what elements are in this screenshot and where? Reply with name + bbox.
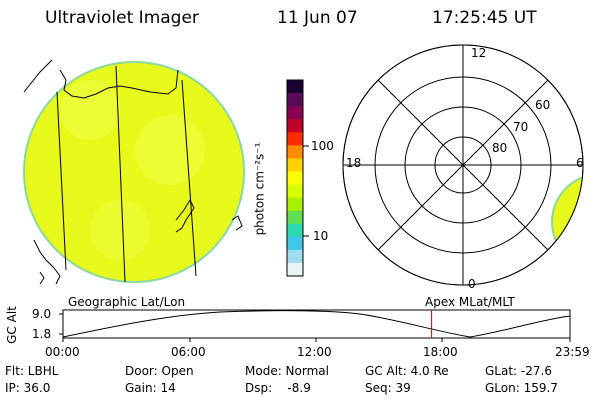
colorbar-segment <box>287 171 303 186</box>
coastline <box>231 215 243 231</box>
timeline-right-title: Apex MLat/MLT <box>425 295 515 309</box>
colorbar-segment <box>287 80 303 94</box>
coastline <box>33 239 61 285</box>
timeline-frame <box>62 309 571 339</box>
mlt-label-0: 0 <box>468 277 476 291</box>
coastline <box>59 69 179 99</box>
coastline <box>175 198 195 233</box>
lon-lines <box>56 65 197 283</box>
timeline-y-top: 9.0 <box>32 307 52 321</box>
colorbar-segment <box>287 184 303 199</box>
colorbar-segment <box>287 106 303 120</box>
colorbar-segment <box>287 262 303 277</box>
timeline-tick-label: 23:59 <box>555 345 590 359</box>
colorbar-segment <box>287 119 303 133</box>
lat-label-80: 80 <box>492 141 508 155</box>
polar-outline <box>342 44 584 286</box>
door-status: Door: Open <box>125 364 194 378</box>
app-title: Ultraviolet Imager <box>45 8 199 28</box>
timeline-tick-label: 12:00 <box>297 345 332 359</box>
ip-status: IP: 36.0 <box>5 381 51 395</box>
lon-line <box>181 79 197 277</box>
mlt-label-6: 6 <box>576 156 584 170</box>
dsp-status: Dsp: -8.9 <box>245 381 311 395</box>
timeline-panel <box>59 309 571 342</box>
colorbar-segment <box>287 236 303 251</box>
colorbar-segment <box>287 158 303 172</box>
colorbar-segment <box>287 145 303 159</box>
glon-status: GLon: 159.7 <box>485 381 558 395</box>
mlt-label-12: 12 <box>471 46 487 60</box>
timeline-tick-label: 06:00 <box>171 345 206 359</box>
seq-status: Seq: 39 <box>365 381 411 395</box>
colorbar-segment <box>287 210 303 225</box>
earth-limb-in-polar <box>551 173 583 271</box>
date-label: 11 Jun 07 <box>277 8 358 28</box>
colorbar-ticks <box>303 145 309 237</box>
timeline-tick-label: 18:00 <box>423 345 458 359</box>
polar-plot <box>342 44 584 286</box>
timeline-left-title: Geographic Lat/Lon <box>68 295 186 309</box>
lon-line <box>115 65 126 283</box>
polar-diagonal <box>377 79 549 251</box>
timeline-axis-label: GC Alt <box>4 306 19 344</box>
timeline-tick-label: 00:00 <box>45 345 80 359</box>
colorbar-unit-label: photon cm⁻²s⁻¹ <box>252 142 267 236</box>
colorbar-frame <box>286 79 304 277</box>
mode-status: Mode: Normal <box>245 364 329 378</box>
coastline <box>23 59 53 93</box>
colorbar-segment <box>287 249 303 264</box>
gain-status: Gain: 14 <box>125 381 176 395</box>
coastlines <box>23 59 243 285</box>
timeline-y-bottom: 1.8 <box>32 327 52 341</box>
time-label: 17:25:45 UT <box>432 8 537 28</box>
lon-line <box>56 91 67 271</box>
lat-label-60: 60 <box>535 98 551 112</box>
colorbar-label-100: 100 <box>311 139 334 153</box>
altitude-curve <box>62 310 571 338</box>
gc-alt-status: GC Alt: 4.0 Re <box>365 364 449 378</box>
filter-status: Flt: LBHL <box>5 364 59 378</box>
mlt-label-18: 18 <box>346 156 362 170</box>
colorbar <box>286 79 304 277</box>
earth-image <box>23 59 245 285</box>
colorbar-segment <box>287 93 303 107</box>
lat-label-70: 70 <box>513 120 529 134</box>
glat-status: GLat: -27.6 <box>485 364 552 378</box>
colorbar-segment <box>287 132 303 146</box>
coastline <box>39 271 45 285</box>
colorbar-label-10: 10 <box>313 229 329 243</box>
colorbar-segment <box>287 223 303 238</box>
colorbar-segment <box>287 197 303 212</box>
